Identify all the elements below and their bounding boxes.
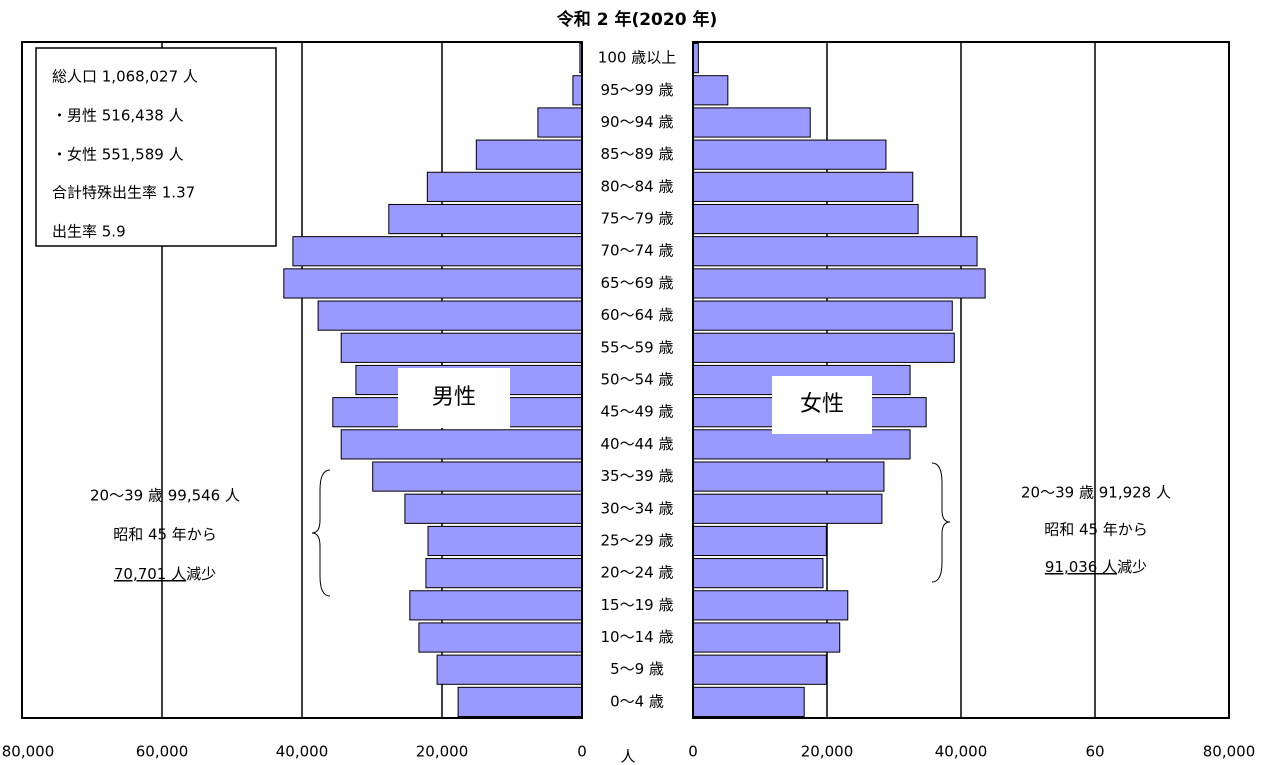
note: 20〜39 歳 91,928 人 bbox=[1021, 484, 1171, 502]
x-tick-label: 40,000 bbox=[935, 743, 988, 761]
age-label: 70〜74 歳 bbox=[601, 242, 674, 260]
age-label: 100 歳以上 bbox=[598, 49, 676, 67]
note: 70,701 人減少 bbox=[114, 565, 216, 583]
note-underlined: 91,036 人 bbox=[1045, 558, 1117, 576]
x-tick-label: 0 bbox=[688, 743, 698, 761]
bar bbox=[692, 622, 841, 653]
x-tick-label: 20,000 bbox=[801, 743, 854, 761]
bar bbox=[425, 558, 583, 589]
note: 昭和 45 年から bbox=[113, 526, 217, 544]
bar bbox=[418, 622, 583, 653]
male-label-box bbox=[398, 368, 510, 428]
bar bbox=[537, 107, 583, 138]
bar bbox=[692, 171, 914, 202]
bar bbox=[692, 300, 953, 331]
note: 減少 bbox=[186, 565, 216, 583]
bar bbox=[692, 332, 955, 363]
bar bbox=[692, 139, 887, 170]
bar bbox=[692, 268, 986, 299]
x-tick-label: 20,000 bbox=[416, 743, 469, 761]
summary-line: ・女性 551,589 人 bbox=[52, 146, 184, 164]
bar bbox=[692, 558, 824, 589]
bar bbox=[692, 75, 729, 106]
x-tick-label: 40,000 bbox=[276, 743, 329, 761]
bar bbox=[292, 236, 583, 267]
age-label: 90〜94 歳 bbox=[601, 113, 674, 131]
bar bbox=[457, 686, 583, 717]
bar bbox=[404, 493, 583, 524]
series-label: 男性 bbox=[432, 385, 476, 410]
age-label: 95〜99 歳 bbox=[601, 81, 674, 99]
bar bbox=[436, 654, 583, 685]
x-tick-label: 80,000 bbox=[2, 743, 55, 761]
bar bbox=[692, 525, 827, 557]
note: 減少 bbox=[1117, 558, 1147, 576]
bar bbox=[427, 525, 583, 557]
note: 20〜39 歳 99,546 人 bbox=[90, 487, 240, 505]
age-label: 10〜14 歳 bbox=[601, 628, 674, 646]
age-label: 25〜29 歳 bbox=[601, 531, 674, 549]
age-label: 75〜79 歳 bbox=[601, 210, 674, 228]
age-label: 65〜69 歳 bbox=[601, 274, 674, 292]
left-frame bbox=[21, 41, 583, 719]
bar bbox=[475, 139, 583, 170]
bar bbox=[692, 236, 978, 267]
bar bbox=[283, 268, 583, 299]
summary-line: ・男性 516,438 人 bbox=[52, 107, 184, 125]
brace bbox=[311, 469, 331, 597]
note: 91,036 人減少 bbox=[1045, 558, 1147, 576]
bar bbox=[340, 332, 583, 363]
summary-line: 合計特殊出生率 1.37 bbox=[52, 184, 195, 202]
age-label: 0〜4 歳 bbox=[610, 692, 664, 710]
x-tick-label: 60 bbox=[1085, 743, 1104, 761]
age-label: 45〜49 歳 bbox=[601, 403, 674, 421]
bar bbox=[692, 107, 811, 138]
x-axis-label: 人 bbox=[620, 748, 635, 765]
note-underlined: 70,701 人 bbox=[114, 565, 186, 583]
age-label: 5〜9 歳 bbox=[610, 660, 664, 678]
bar bbox=[692, 654, 827, 685]
female-label-box bbox=[772, 376, 872, 434]
summary-line: 総人口 1,068,027 人 bbox=[52, 68, 198, 86]
x-tick-label: 60,000 bbox=[136, 743, 189, 761]
summary-line: 出生率 5.9 bbox=[52, 223, 126, 241]
right-frame bbox=[692, 41, 1230, 719]
age-label: 80〜84 歳 bbox=[601, 177, 674, 195]
age-label: 85〜89 歳 bbox=[601, 145, 674, 163]
bar bbox=[692, 493, 883, 524]
bar bbox=[692, 203, 919, 235]
age-label: 50〜54 歳 bbox=[601, 371, 674, 389]
bar bbox=[692, 590, 849, 621]
x-tick-label: 80,000 bbox=[1203, 743, 1256, 761]
bar bbox=[692, 686, 805, 717]
series-label: 女性 bbox=[800, 392, 844, 417]
bar bbox=[340, 429, 583, 460]
bar bbox=[388, 203, 583, 235]
note: 昭和 45 年から bbox=[1044, 521, 1148, 539]
age-label: 55〜59 歳 bbox=[601, 338, 674, 356]
brace bbox=[931, 462, 951, 583]
bar bbox=[426, 171, 583, 202]
age-label: 60〜64 歳 bbox=[601, 306, 674, 324]
age-label: 40〜44 歳 bbox=[601, 435, 674, 453]
bar bbox=[372, 461, 583, 492]
age-label: 15〜19 歳 bbox=[601, 596, 674, 614]
age-label: 30〜34 歳 bbox=[601, 499, 674, 517]
bar bbox=[409, 590, 583, 621]
chart-title: 令和 2 年(2020 年) bbox=[557, 9, 717, 30]
age-label: 20〜24 歳 bbox=[601, 564, 674, 582]
summary-box bbox=[35, 47, 277, 247]
bar bbox=[692, 429, 911, 460]
age-label: 35〜39 歳 bbox=[601, 467, 674, 485]
bar bbox=[317, 300, 583, 331]
bar bbox=[572, 75, 583, 106]
bar bbox=[692, 461, 885, 492]
x-tick-label: 0 bbox=[577, 743, 587, 761]
